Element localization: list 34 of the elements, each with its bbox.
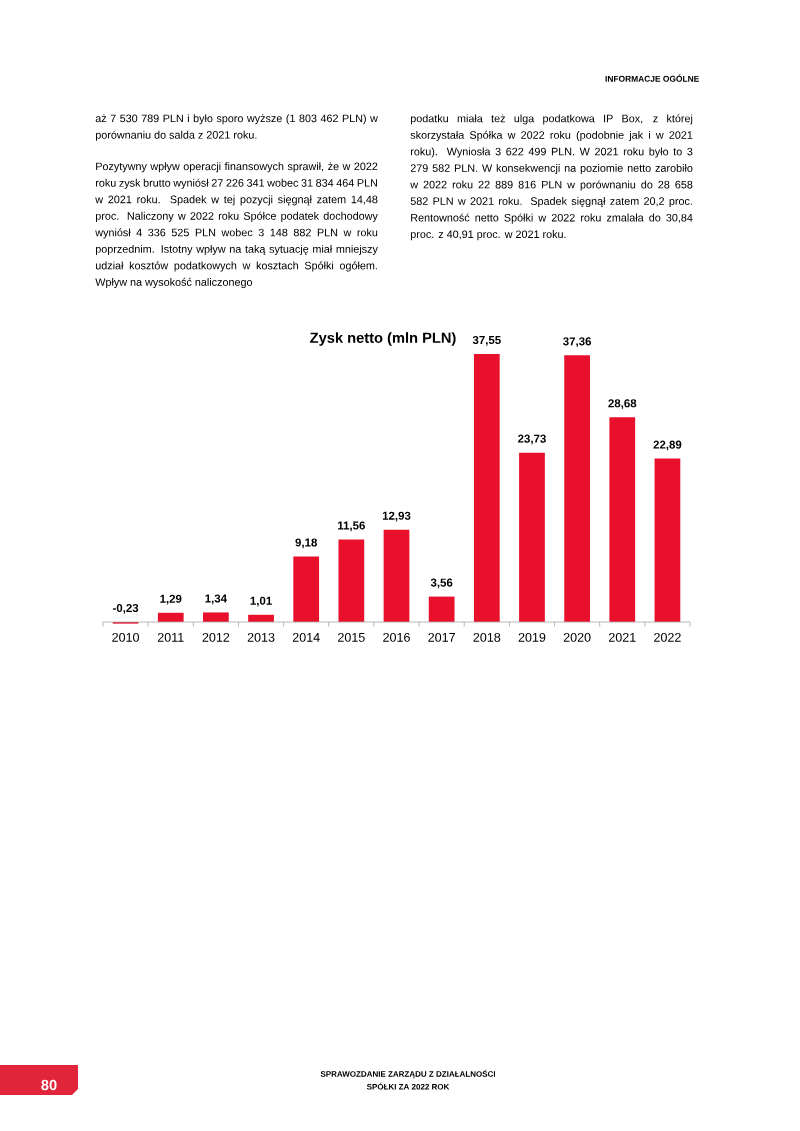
data-label: 1,34 — [205, 594, 227, 605]
x-tick-label: 2011 — [157, 632, 184, 642]
data-label: 3,56 — [430, 578, 453, 589]
data-label: 37,36 — [563, 337, 592, 348]
text: INFORMACJE OGÓLNE — [605, 74, 699, 82]
x-tick-label: 2018 — [473, 632, 501, 642]
data-label: 11,56 — [338, 521, 365, 532]
text: Pozytywny wpływ operacji finansowych sprawił, że w 2022 roku zysk brutto wyniósł 27 226 341 wobec 31 834 464 PLN w 2021 roku. Spadek w tej pozycji sięgnął zatem 14,48 proc. Naliczony w 2022 roku Spółce podatek dochodowy wyniósł 4 336 525 PLN wobec 3 148 882 PLN w roku poprzednim. Istotny wpływ na taką sytuację miał mniejszy udział kosztów podatkowych w kosztach Spółki ogółem. Wpływ na wysokość naliczonego — [95, 162, 378, 289]
data-label: 1,29 — [160, 594, 182, 605]
x-tick-label: 2022 — [654, 632, 681, 642]
x-tick-label: 2021 — [608, 632, 636, 642]
text: 80 — [41, 1079, 57, 1091]
chart-title: Zysk netto (mln PLN) — [310, 332, 456, 346]
text: SPRAWOZDANIE ZARZĄDU Z DZIAŁALNOŚCI — [320, 1069, 496, 1079]
data-label: 28,68 — [608, 399, 637, 410]
x-tick-label: 2019 — [518, 632, 546, 642]
x-tick-label: 2015 — [338, 632, 365, 642]
x-tick-label: 2014 — [292, 632, 320, 642]
x-tick-label: 2013 — [247, 632, 275, 642]
x-tick-label: 2012 — [202, 632, 230, 642]
text: aż 7 530 789 PLN i było sporo wyższe (1 803 462 PLN) w porównaniu do salda z 2021 roku. — [95, 114, 378, 141]
data-label: 9,18 — [295, 538, 317, 549]
data-label: 37,55 — [472, 335, 501, 346]
x-tick-label: 2020 — [563, 632, 591, 642]
x-tick-label: 2010 — [112, 632, 140, 642]
x-tick-label: 2016 — [383, 632, 410, 642]
data-label: 23,73 — [518, 434, 546, 445]
data-label: -0,23 — [112, 603, 139, 614]
text: SPÓŁKI ZA 2022 ROK — [366, 1082, 450, 1090]
data-label: 22,89 — [653, 440, 682, 451]
text: podatku miała też ulga podatkowa IP Box, z której skorzystała Spółka w 2022 roku (podobnie jak i w 2021 roku). Wyniosła 3 622 499 PLN. W 2021 roku było to 3 279 582 PLN. W konsekwencji na poziomie netto zarobiło w 2022 roku 22 889 816 PLN w porównaniu do 28 658 582 PLN w 2021 roku. Spadek sięgnął zatem 20,2 proc. Rentowność netto Spółki w 2022 roku zmalała do 30,84 proc. z 40,91 proc. w 2021 roku. — [410, 114, 693, 241]
data-label: 1,01 — [250, 596, 272, 607]
x-tick-label: 2017 — [428, 632, 455, 642]
data-label: 12,93 — [382, 511, 411, 522]
